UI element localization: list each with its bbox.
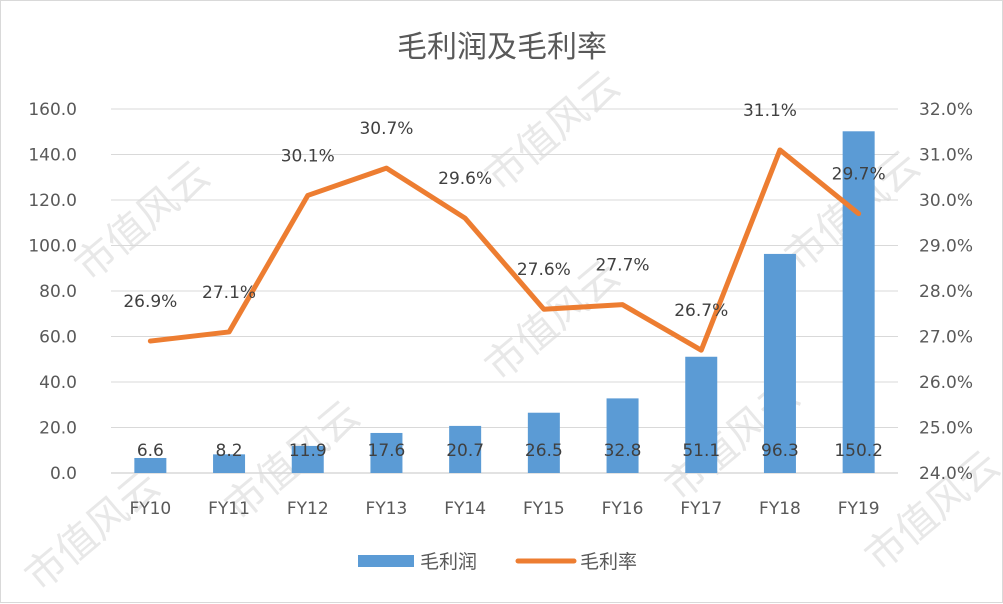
bar-data-label: 32.8 <box>604 441 642 461</box>
x-axis-tick-label: FY10 <box>129 499 171 519</box>
bar-data-label: 11.9 <box>289 441 327 461</box>
left-axis-tick-label: 80.0 <box>39 282 77 302</box>
x-axis-tick-label: FY16 <box>602 499 644 519</box>
legend-label: 毛利率 <box>580 551 637 573</box>
watermark-text: 市值风云 <box>17 462 169 600</box>
right-axis-tick-label: 27.0% <box>919 328 973 348</box>
line-data-labels: 26.9% 27.1% 30.1% 30.7% 29.6% 27.6% 27.7% 26.7%… <box>123 101 885 321</box>
right-axis-tick-label: 29.0% <box>919 237 973 257</box>
right-axis-tick-label: 26.0% <box>919 373 973 393</box>
bar-data-label: 17.6 <box>368 441 406 461</box>
bar-data-label: 6.6 <box>137 441 164 461</box>
chart-title: 毛利润及毛利率 <box>397 30 607 65</box>
left-axis-tick-label: 20.0 <box>39 419 77 439</box>
legend-label: 毛利润 <box>420 551 477 573</box>
bar-data-label: 150.2 <box>834 441 883 461</box>
x-axis-tick-label: FY18 <box>759 499 801 519</box>
left-axis-tick-label: 100.0 <box>28 237 77 257</box>
right-axis-tick-label: 32.0% <box>919 100 973 120</box>
left-axis-tick-label: 160.0 <box>28 100 77 120</box>
bar <box>134 457 167 473</box>
line-data-label: 29.6% <box>438 169 492 189</box>
left-axis-tick-label: 40.0 <box>39 373 77 393</box>
x-axis-tick-label: FY15 <box>523 499 565 519</box>
right-axis-tick-label: 30.0% <box>919 191 973 211</box>
bar-data-label: 26.5 <box>525 441 563 461</box>
bar-data-labels: 6.6 8.2 11.9 17.6 20.7 26.5 32.8 51.1 96.3 150.2 <box>137 441 883 461</box>
right-axis: 24.0% 25.0% 26.0% 27.0% 28.0% 29.0% 30.0% 31.0%… <box>919 100 973 484</box>
x-axis-tick-label: FY19 <box>838 499 880 519</box>
left-axis-tick-label: 140.0 <box>28 146 77 166</box>
legend-swatch-bar <box>358 555 414 567</box>
bar <box>763 253 796 473</box>
x-axis: FY10 FY11 FY12 FY13 FY14 FY15 FY16 FY17 FY18 FY19 <box>129 499 879 519</box>
legend: 毛利润 毛利率 <box>358 551 637 573</box>
bar <box>213 454 246 473</box>
line-data-label: 30.7% <box>359 119 413 139</box>
line-data-label: 26.7% <box>674 301 728 321</box>
bar-data-label: 96.3 <box>761 441 799 461</box>
line-data-label: 30.1% <box>281 146 335 166</box>
line-data-label: 26.9% <box>123 292 177 312</box>
right-axis-tick-label: 31.0% <box>919 146 973 166</box>
x-axis-tick-label: FY17 <box>680 499 722 519</box>
bar-data-label: 20.7 <box>446 441 484 461</box>
line-data-label: 27.7% <box>596 256 650 276</box>
x-axis-tick-label: FY11 <box>208 499 250 519</box>
line-data-label: 27.1% <box>202 283 256 303</box>
left-axis: 0.0 20.0 40.0 60.0 80.0 100.0 120.0 140.0 160.0 <box>28 100 77 484</box>
bar-data-label: 8.2 <box>216 441 243 461</box>
x-axis-tick-label: FY13 <box>366 499 408 519</box>
watermark-text: 市值风云 <box>67 152 219 290</box>
bar <box>449 425 482 473</box>
left-axis-tick-label: 120.0 <box>28 191 77 211</box>
x-axis-tick-label: FY14 <box>444 499 486 519</box>
right-axis-tick-label: 25.0% <box>919 419 973 439</box>
line-data-label: 29.7% <box>832 165 886 185</box>
series-line <box>147 147 862 353</box>
left-axis-tick-label: 0.0 <box>50 464 77 484</box>
bar-data-label: 51.1 <box>682 441 720 461</box>
line-data-label: 27.6% <box>517 260 571 280</box>
right-axis-tick-label: 24.0% <box>919 464 973 484</box>
watermark-text: 市值风云 <box>477 62 629 200</box>
bar <box>527 412 560 473</box>
bar <box>685 356 718 473</box>
line-data-label: 31.1% <box>743 101 797 121</box>
bar-series <box>134 131 875 474</box>
x-axis-tick-label: FY12 <box>287 499 329 519</box>
left-axis-tick-label: 60.0 <box>39 328 77 348</box>
line-series <box>147 147 862 353</box>
bar <box>842 131 875 474</box>
right-axis-tick-label: 28.0% <box>919 282 973 302</box>
bar <box>606 398 639 473</box>
bar <box>291 445 324 473</box>
bar <box>370 432 403 473</box>
